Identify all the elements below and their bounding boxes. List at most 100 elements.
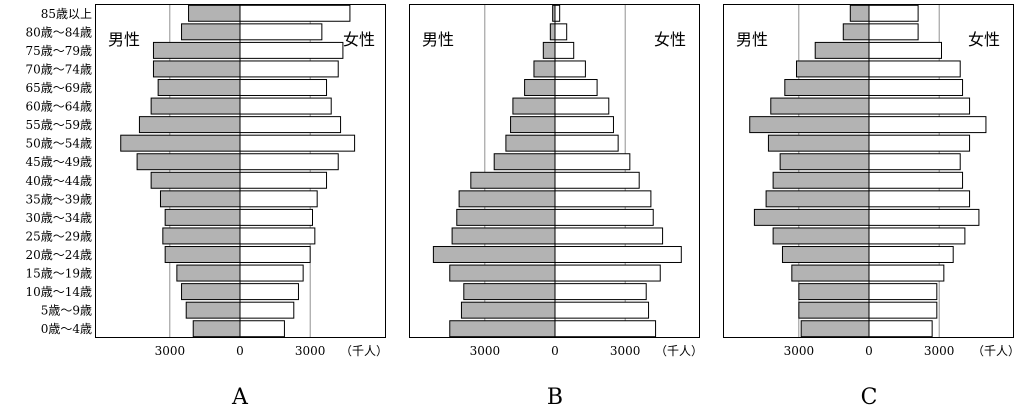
- bar-male-13: [524, 79, 556, 96]
- bar-male-5: [162, 227, 241, 245]
- bar-male-14: [152, 60, 241, 78]
- age-label: 70歳～74歳: [25, 62, 92, 76]
- bar-female-13: [239, 79, 328, 96]
- age-label: 50歳～54歳: [25, 137, 92, 151]
- bar-female-2: [239, 283, 299, 301]
- bar-male-15: [542, 41, 556, 59]
- bar-male-0: [800, 320, 870, 338]
- pyramid-a-tick-zero: 0: [236, 344, 244, 358]
- age-label: 80歳～84歳: [25, 25, 92, 39]
- bar-female-0: [868, 320, 933, 338]
- bar-male-11: [138, 116, 241, 134]
- age-label: 65歳～69歳: [25, 81, 92, 95]
- pyramid-a-unit: （千人）: [340, 344, 388, 358]
- bar-male-13: [784, 79, 870, 96]
- bar-male-7: [765, 190, 870, 208]
- pyramid-b-frame: [409, 4, 700, 338]
- pyramid-a-female-label: 女性: [343, 30, 375, 49]
- bar-female-10: [868, 134, 971, 152]
- pyramid-a-tick-left: 3000: [155, 344, 186, 358]
- bar-female-8: [554, 171, 640, 189]
- bar-male-2: [798, 283, 870, 301]
- bar-female-11: [239, 116, 342, 134]
- bar-female-2: [868, 283, 938, 301]
- pyramid-c-unit: （千人）: [972, 344, 1020, 358]
- pyramid-a-tick-right: 3000: [295, 344, 326, 358]
- bar-female-6: [554, 208, 654, 226]
- bar-male-14: [796, 60, 870, 78]
- bar-female-6: [868, 208, 980, 226]
- bar-male-16: [842, 23, 870, 41]
- pyramid-a-male-label: 男性: [108, 30, 140, 49]
- bar-male-9: [779, 153, 870, 171]
- age-label: 30歳～34歳: [25, 211, 92, 225]
- bar-female-16: [554, 23, 568, 41]
- bar-male-15: [152, 41, 241, 59]
- bar-female-2: [554, 283, 647, 301]
- age-label: 25歳～29歳: [25, 229, 92, 243]
- bar-female-5: [239, 227, 316, 245]
- age-label: 75歳～79歳: [25, 44, 92, 58]
- bar-male-8: [150, 171, 241, 189]
- bar-female-15: [868, 41, 942, 59]
- bar-female-12: [239, 97, 332, 115]
- bar-male-3: [176, 264, 241, 282]
- bar-female-9: [868, 153, 961, 171]
- age-label: 60歳～64歳: [25, 100, 92, 114]
- bar-male-11: [510, 116, 556, 134]
- pyramid-c-frame: [723, 4, 1014, 338]
- pyramid-c-tick-left: 3000: [784, 344, 815, 358]
- bar-female-4: [554, 246, 682, 263]
- bar-male-17: [188, 4, 241, 22]
- bar-female-12: [554, 97, 610, 115]
- bar-male-7: [159, 190, 241, 208]
- bar-male-16: [181, 23, 241, 41]
- pyramid-b-unit: （千人）: [655, 344, 703, 358]
- bar-female-5: [868, 227, 966, 245]
- bar-male-4: [432, 246, 556, 263]
- bar-male-12: [150, 97, 241, 115]
- bar-female-1: [868, 301, 938, 319]
- pyramid-a-title: A: [231, 385, 249, 410]
- bar-female-10: [554, 134, 619, 152]
- bar-male-13: [157, 79, 241, 96]
- bar-female-5: [554, 227, 664, 245]
- pyramid-b-tick-left: 3000: [470, 344, 501, 358]
- bar-male-15: [814, 41, 870, 59]
- bar-male-8: [772, 171, 870, 189]
- bar-male-10: [767, 134, 870, 152]
- bar-female-0: [239, 320, 285, 338]
- bar-female-14: [554, 60, 586, 78]
- bar-female-16: [239, 23, 323, 41]
- bar-male-0: [449, 320, 556, 338]
- bar-male-1: [460, 301, 556, 319]
- bar-male-1: [798, 301, 870, 319]
- bar-female-17: [554, 4, 561, 22]
- age-label: 35歳～39歳: [25, 192, 92, 206]
- pyramid-b: 男性 女性 3000 0 3000 （千人） B: [409, 4, 703, 410]
- bar-female-11: [868, 116, 987, 134]
- pyramid-b-female-label: 女性: [654, 30, 686, 49]
- age-label: 40歳～44歳: [25, 174, 92, 188]
- bar-female-1: [239, 301, 295, 319]
- age-label: 45歳～49歳: [25, 155, 92, 169]
- bar-female-15: [554, 41, 575, 59]
- bar-male-9: [136, 153, 241, 171]
- bar-female-3: [239, 264, 304, 282]
- pyramid-b-male-label: 男性: [422, 30, 454, 49]
- bar-male-10: [120, 134, 241, 152]
- bar-male-5: [451, 227, 556, 245]
- bar-female-6: [239, 208, 313, 226]
- bar-female-9: [554, 153, 631, 171]
- age-axis-labels: 0歳～4歳 5歳～9歳 10歳～14歳 15歳～19歳 20歳～24歳 25歳～29歳 30…: [25, 7, 92, 336]
- bar-male-9: [493, 153, 556, 171]
- bar-male-2: [181, 283, 241, 301]
- bar-female-7: [554, 190, 652, 208]
- bar-female-14: [868, 60, 961, 78]
- bar-male-1: [185, 301, 241, 319]
- bar-female-17: [239, 4, 351, 22]
- bar-male-4: [781, 246, 870, 263]
- bar-female-8: [239, 171, 328, 189]
- bar-female-12: [868, 97, 971, 115]
- bar-male-8: [470, 171, 556, 189]
